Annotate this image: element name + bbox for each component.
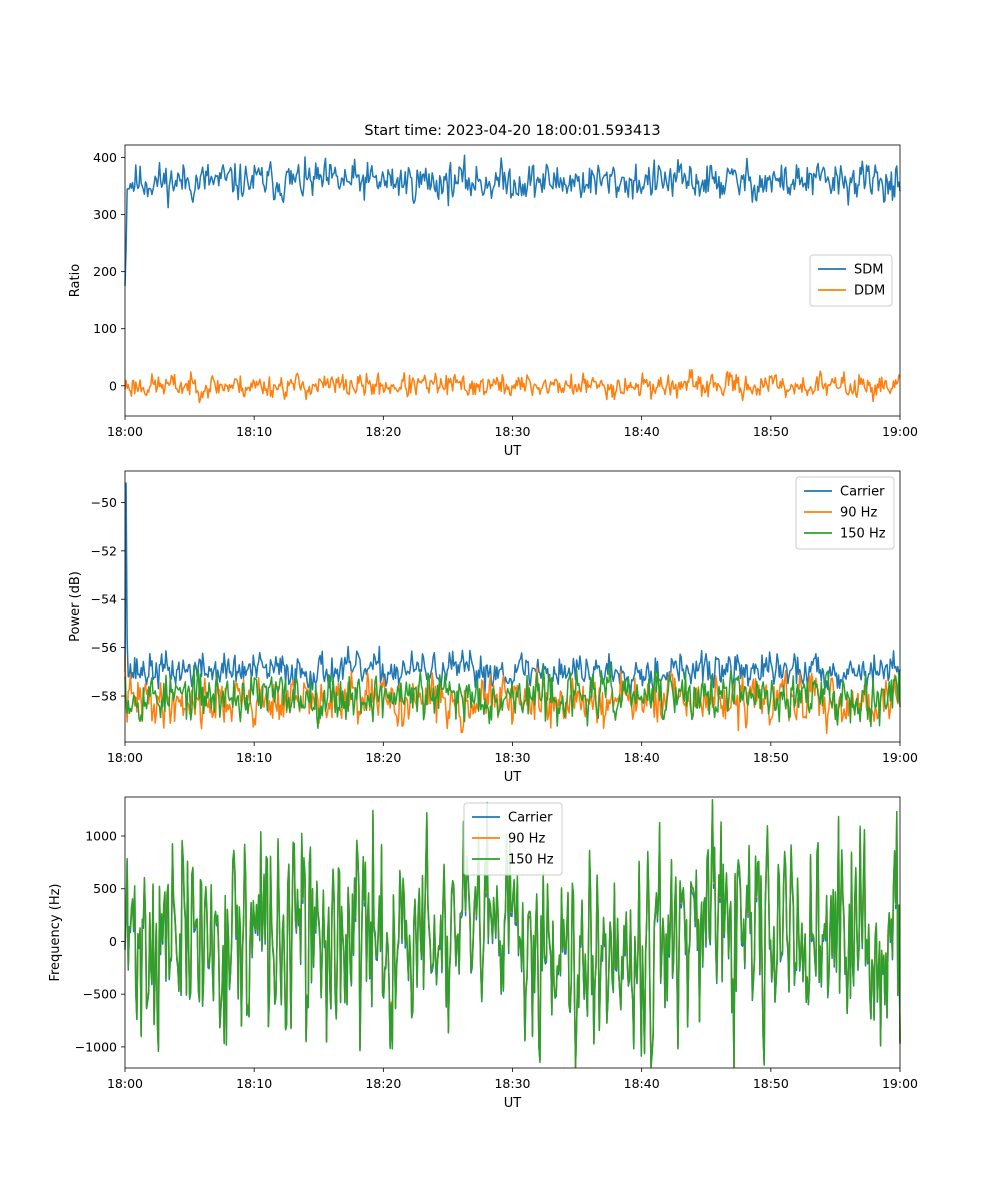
panel2-y-tick-label: −50 <box>91 495 117 510</box>
panel1-y-tick-label: 100 <box>93 321 117 336</box>
panel2-legend-label: 90 Hz <box>840 506 877 521</box>
panel1-x-tick-label: 18:00 <box>107 424 143 439</box>
panel2-x-tick-label: 18:00 <box>107 750 143 765</box>
panel3-x-tick-label: 18:00 <box>107 1076 143 1091</box>
figure-title: Start time: 2023-04-20 18:00:01.593413 <box>364 123 660 139</box>
panel3-y-axis-label: Frequency (Hz) <box>48 883 63 981</box>
panel3-y-tick-label: 1000 <box>85 829 117 844</box>
panel3-x-tick-label: 18:50 <box>753 1076 789 1091</box>
panel2-x-tick-label: 18:20 <box>365 750 401 765</box>
panel3-legend-label: Carrier <box>508 811 553 826</box>
panel1-x-tick-label: 18:50 <box>753 424 789 439</box>
panel1-x-axis-label: UT <box>504 444 522 459</box>
panel2-series-90-hz-line <box>124 654 901 735</box>
panel3-x-tick-label: 18:40 <box>624 1076 660 1091</box>
panel1-y-axis-label: Ratio <box>68 264 83 297</box>
panel2-legend-box <box>795 476 895 550</box>
panel1-legend: SDM DDM <box>809 254 893 307</box>
panel3-x-tick-label: 19:00 <box>882 1076 918 1091</box>
panel2-x-tick-label: 18:50 <box>753 750 789 765</box>
panel2-x-tick-label: 18:30 <box>494 750 530 765</box>
panel1-legend-label: DDM <box>854 284 885 299</box>
panel1-series-ddm-line <box>124 368 901 404</box>
panel3-x-tick-label: 18:20 <box>365 1076 401 1091</box>
panel2-series-150-hz-line <box>124 662 901 729</box>
panel2-y-tick-label: −58 <box>91 689 117 704</box>
panel1-legend-box <box>809 254 893 307</box>
panel1-x-tick-label: 19:00 <box>882 424 918 439</box>
panel1-x-tick-label: 18:10 <box>236 424 272 439</box>
panel3-y-tick-label: 0 <box>109 934 117 949</box>
panel3-y-tick-label: −500 <box>83 987 117 1002</box>
panel2-x-tick-label: 19:00 <box>882 750 918 765</box>
panel3-x-axis-label: UT <box>504 1096 522 1111</box>
panel3-legend-label: 90 Hz <box>508 832 545 847</box>
panel2-y-tick-label: −52 <box>91 543 117 558</box>
panel2-legend-label: 150 Hz <box>840 527 886 542</box>
panel3-legend: Carrier 90 Hz 150 Hz <box>463 802 563 876</box>
panel2-x-tick-label: 18:40 <box>624 750 660 765</box>
panel3-legend-label: 150 Hz <box>508 853 554 868</box>
panel2-x-axis-label: UT <box>504 770 522 785</box>
panel3-y-tick-label: 500 <box>93 881 117 896</box>
panel2-legend: Carrier 90 Hz 150 Hz <box>795 476 895 550</box>
panel1-y-tick-label: 0 <box>109 378 117 393</box>
panel2-legend-label: Carrier <box>840 485 885 500</box>
panel3-y-tick-label: −1000 <box>75 1039 117 1054</box>
panel2-y-tick-label: −54 <box>91 592 117 607</box>
panel1-series-sdm-line <box>124 154 901 286</box>
panel3-x-tick-label: 18:10 <box>236 1076 272 1091</box>
panel2-x-tick-label: 18:10 <box>236 750 272 765</box>
panel3-series-150-hz-line <box>124 799 901 1068</box>
panel2-y-tick-label: −56 <box>91 640 117 655</box>
panel1-x-tick-label: 18:40 <box>624 424 660 439</box>
panel1-y-tick-label: 300 <box>93 207 117 222</box>
panel1-x-tick-label: 18:20 <box>365 424 401 439</box>
panel3-x-tick-label: 18:30 <box>494 1076 530 1091</box>
panel3-legend-box <box>463 802 563 876</box>
panel1-x-tick-label: 18:30 <box>494 424 530 439</box>
panel2-y-axis-label: Power (dB) <box>68 571 83 642</box>
panel1-legend-label: SDM <box>854 263 883 278</box>
panel1-y-tick-label: 400 <box>93 150 117 165</box>
panel1-y-tick-label: 200 <box>93 264 117 279</box>
